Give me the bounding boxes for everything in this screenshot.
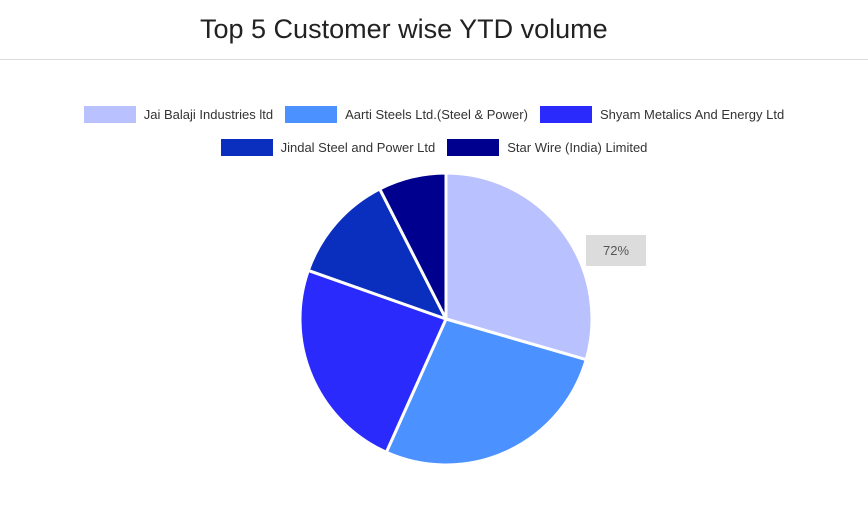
legend-swatch	[447, 139, 500, 156]
legend-swatch	[220, 139, 273, 156]
legend-swatch	[83, 106, 136, 123]
chart-legend: Jai Balaji Industries ltd Aarti Steels L…	[0, 98, 868, 164]
legend-label: Shyam Metalics And Energy Ltd	[599, 107, 785, 122]
legend-label: Jai Balaji Industries ltd	[143, 107, 274, 122]
slice-tooltip: 72%	[586, 235, 646, 266]
legend-label: Jindal Steel and Power Ltd	[280, 140, 436, 155]
pie-slice-aarti-steels[interactable]	[384, 317, 588, 467]
pie-slice-shyam-metalics[interactable]	[298, 268, 448, 454]
title-bar: Top 5 Customer wise YTD volume	[0, 0, 868, 60]
legend-item-aarti-steels[interactable]: Aarti Steels Ltd.(Steel & Power)	[285, 106, 528, 123]
legend-row-1: Jai Balaji Industries ltd Aarti Steels L…	[0, 98, 868, 131]
chart-title: Top 5 Customer wise YTD volume	[200, 14, 608, 44]
legend-item-jindal-steel[interactable]: Jindal Steel and Power Ltd	[220, 139, 436, 156]
legend-swatch	[539, 106, 592, 123]
legend-row-2: Jindal Steel and Power Ltd Star Wire (In…	[0, 131, 868, 164]
legend-label: Aarti Steels Ltd.(Steel & Power)	[345, 107, 528, 122]
legend-swatch	[285, 106, 338, 123]
pie-chart	[298, 171, 594, 467]
pie-slice-jai-balaji[interactable]	[444, 171, 594, 362]
legend-label: Star Wire (India) Limited	[507, 140, 648, 155]
legend-item-shyam-metalics[interactable]: Shyam Metalics And Energy Ltd	[539, 106, 785, 123]
pie-slice-star-wire[interactable]	[378, 171, 448, 321]
pie-slice-jindal-steel[interactable]	[306, 187, 448, 321]
legend-item-jai-balaji[interactable]: Jai Balaji Industries ltd	[83, 106, 274, 123]
legend-item-star-wire[interactable]: Star Wire (India) Limited	[447, 139, 647, 156]
